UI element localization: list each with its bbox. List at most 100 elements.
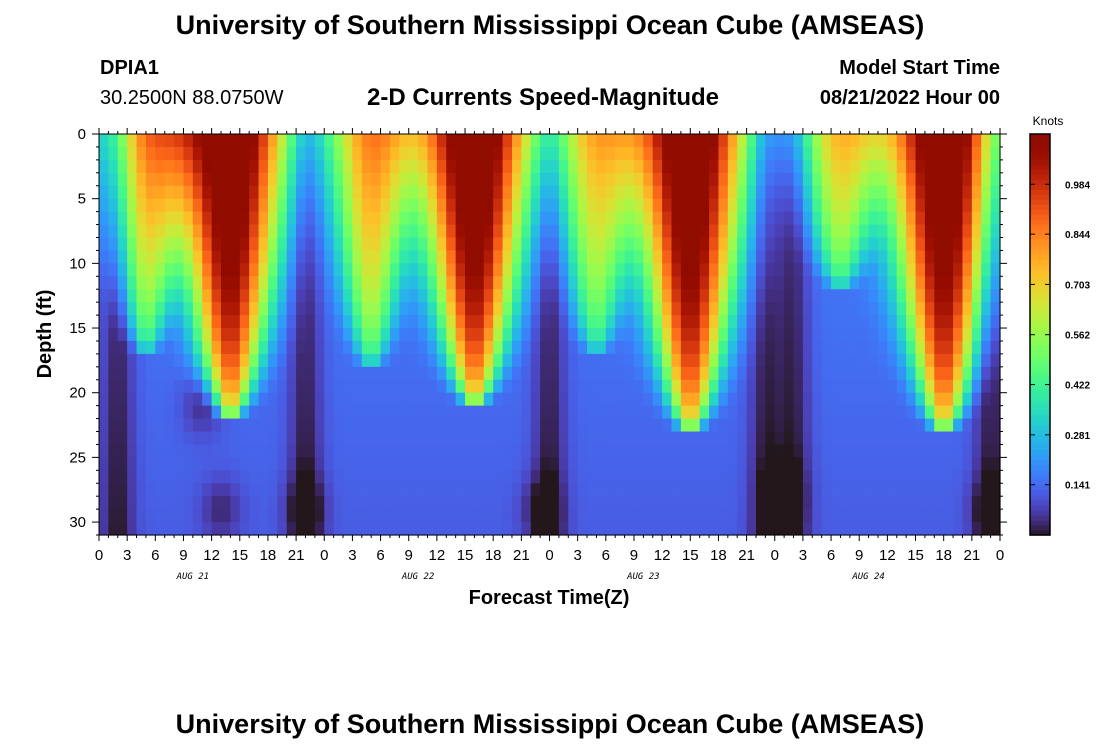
station-id: DPIA1 <box>100 57 159 79</box>
heatmap-cell <box>690 522 701 536</box>
heatmap-cell <box>446 470 457 484</box>
heatmap-cell <box>511 289 522 303</box>
heatmap-cell <box>389 340 400 355</box>
heatmap-cell <box>174 276 185 290</box>
heatmap-cell <box>183 224 194 239</box>
heatmap-cell <box>127 159 138 174</box>
heatmap-cell <box>831 366 842 381</box>
heatmap-cell <box>127 211 138 226</box>
heatmap-cell <box>221 431 231 446</box>
heatmap-cell <box>596 302 607 316</box>
heatmap-cell <box>718 340 729 355</box>
heatmap-cell <box>699 250 710 264</box>
heatmap-cell <box>99 328 109 342</box>
heatmap-cell <box>859 340 870 355</box>
colorbar-segment <box>1030 509 1050 516</box>
heatmap-cell <box>465 418 476 433</box>
heatmap-cell <box>192 483 203 497</box>
heatmap-cell <box>568 379 579 394</box>
heatmap-cell <box>680 224 691 239</box>
heatmap-cell <box>840 224 851 239</box>
colorbar-segment <box>1030 379 1050 386</box>
heatmap-cell <box>633 418 644 433</box>
heatmap-cell <box>211 328 222 342</box>
heatmap-cell <box>230 134 241 148</box>
heatmap-cell <box>465 353 476 368</box>
heatmap-cell <box>981 185 992 200</box>
heatmap-cell <box>343 353 354 368</box>
heatmap-cell <box>136 392 147 407</box>
heatmap-cell <box>286 276 297 290</box>
heatmap-cell <box>371 340 382 355</box>
heatmap-cell <box>249 211 260 226</box>
heatmap-cell <box>652 444 663 458</box>
heatmap-cell <box>737 134 748 148</box>
heatmap-cell <box>408 198 419 213</box>
colorbar-segment <box>1030 309 1050 316</box>
heatmap-cell <box>296 224 307 239</box>
heatmap-cell <box>587 470 598 484</box>
heatmap-cell <box>849 185 860 200</box>
heatmap-cell <box>568 302 579 316</box>
heatmap-cell <box>343 172 354 187</box>
heatmap-cell <box>755 250 766 264</box>
heatmap-cell <box>568 444 579 458</box>
heatmap-cell <box>568 185 579 200</box>
heatmap-cell <box>831 134 842 148</box>
heatmap-cell <box>802 159 813 174</box>
heatmap-cell <box>784 159 795 174</box>
heatmap-cell <box>211 134 222 148</box>
heatmap-cell <box>483 185 494 200</box>
heatmap-cell <box>483 289 494 303</box>
heatmap-cell <box>821 457 832 471</box>
heatmap-cell <box>812 496 823 510</box>
heatmap-cell <box>436 522 447 536</box>
heatmap-cell <box>962 263 973 277</box>
heatmap-cell <box>136 509 147 523</box>
heatmap-cell <box>361 276 372 290</box>
heatmap-cell <box>286 224 297 239</box>
heatmap-cell <box>352 444 363 458</box>
heatmap-cell <box>511 392 522 407</box>
heatmap-cell <box>483 470 494 484</box>
heatmap-cell <box>239 379 250 394</box>
heatmap-cell <box>474 379 485 394</box>
heatmap-cell <box>915 289 926 303</box>
heatmap-cell <box>446 172 457 187</box>
heatmap-cell <box>221 159 231 174</box>
heatmap-cell <box>361 418 372 433</box>
heatmap-cell <box>493 302 504 316</box>
heatmap-cell <box>202 522 213 536</box>
heatmap-cell <box>314 263 325 277</box>
heatmap-cell <box>577 522 588 536</box>
heatmap-cell <box>624 302 635 316</box>
heatmap-cell <box>399 522 410 536</box>
heatmap-cell <box>784 366 795 381</box>
heatmap-cell <box>540 237 551 252</box>
heatmap-cell <box>718 353 729 368</box>
heatmap-cell <box>549 224 560 239</box>
heatmap-cell <box>436 146 447 161</box>
heatmap-cell <box>202 405 213 420</box>
heatmap-cell <box>521 405 532 420</box>
heatmap-cell <box>540 483 551 497</box>
heatmap-cell <box>174 392 185 407</box>
heatmap-cell <box>784 444 795 458</box>
heatmap-cell <box>155 185 166 200</box>
heatmap-cell <box>877 146 888 161</box>
heatmap-cell <box>249 366 260 381</box>
heatmap-cell <box>230 315 241 329</box>
heatmap-cell <box>192 134 203 148</box>
heatmap-cell <box>108 237 119 252</box>
heatmap-cell <box>540 366 551 381</box>
heatmap-cell <box>671 483 682 497</box>
heatmap-cell <box>831 250 842 264</box>
heatmap-cell <box>521 159 532 174</box>
heatmap-cell <box>596 211 607 226</box>
heatmap-cell <box>709 379 720 394</box>
heatmap-cell <box>389 457 400 471</box>
heatmap-cell <box>324 483 335 497</box>
heatmap-cell <box>802 302 813 316</box>
colorbar-segment <box>1030 249 1050 255</box>
heatmap-cell <box>239 134 250 148</box>
